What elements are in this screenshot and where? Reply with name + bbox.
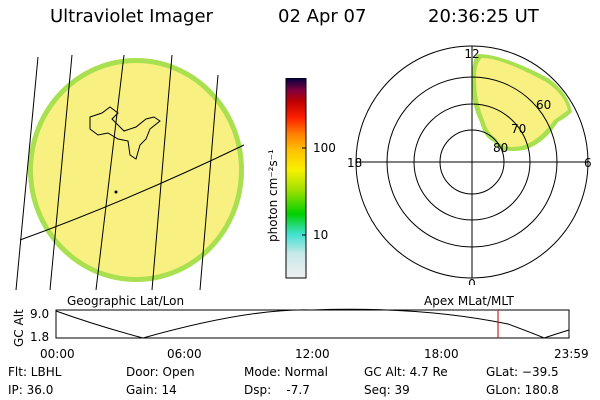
date-label: 02 Apr 07 (278, 6, 367, 27)
status-gain: Gain: 14 (126, 383, 177, 397)
colorbar-tick-100: 100 (313, 141, 336, 155)
geographic-image (15, 55, 245, 290)
mlt-label-0: 0 (468, 277, 476, 285)
mlt-label-12: 12 (464, 47, 479, 61)
altitude-curve (55, 308, 570, 339)
altitude-ylabel: GC Alt (12, 309, 26, 347)
altitude-plot (55, 308, 570, 339)
instrument-title: Ultraviolet Imager (50, 6, 213, 27)
status-glat: GLat: −39.5 (486, 365, 559, 379)
status-flt: Flt: LBHL (8, 365, 62, 379)
status-seq: Seq: 39 (364, 383, 410, 397)
status-dsp: Dsp: -7.7 (244, 383, 310, 397)
colorbar (285, 78, 307, 279)
xtick-2359: 23:59 (554, 347, 589, 361)
status-gc-alt: GC Alt: 4.7 Re (364, 365, 448, 379)
mlat-label-80: 80 (493, 141, 508, 155)
apex-caption: Apex MLat/MLT (424, 294, 514, 308)
geographic-caption: Geographic Lat/Lon (67, 294, 185, 308)
colorbar-tick-10: 10 (313, 228, 329, 242)
mlt-label-6: 6 (584, 156, 592, 170)
xtick-12: 12:00 (295, 347, 330, 361)
aurora-oval (476, 58, 568, 147)
xtick-06: 06:00 (167, 347, 202, 361)
polar-plot: 12 6 0 18 60 70 80 (347, 45, 592, 285)
sub-satellite-point (114, 190, 118, 194)
status-door: Door: Open (126, 365, 195, 379)
altitude-frame (55, 309, 570, 339)
altitude-ytick-1-8: 1.8 (30, 330, 50, 344)
lat-lon-grid (15, 55, 245, 290)
mlt-label-18: 18 (347, 156, 362, 170)
status-mode: Mode: Normal (244, 365, 328, 379)
mlat-label-60: 60 (536, 98, 551, 112)
earth-disk (33, 63, 239, 277)
xtick-18: 18:00 (424, 347, 459, 361)
mlat-label-70: 70 (511, 122, 526, 136)
colorbar-label: photon cm⁻²s⁻¹ (266, 149, 280, 242)
altitude-ytick-9: 9.0 (30, 307, 50, 321)
status-ip: IP: 36.0 (8, 383, 54, 397)
status-glon: GLon: 180.8 (486, 383, 559, 397)
continent-outline (89, 106, 161, 160)
xtick-00: 00:00 (40, 347, 75, 361)
time-label: 20:36:25 UT (428, 6, 539, 27)
